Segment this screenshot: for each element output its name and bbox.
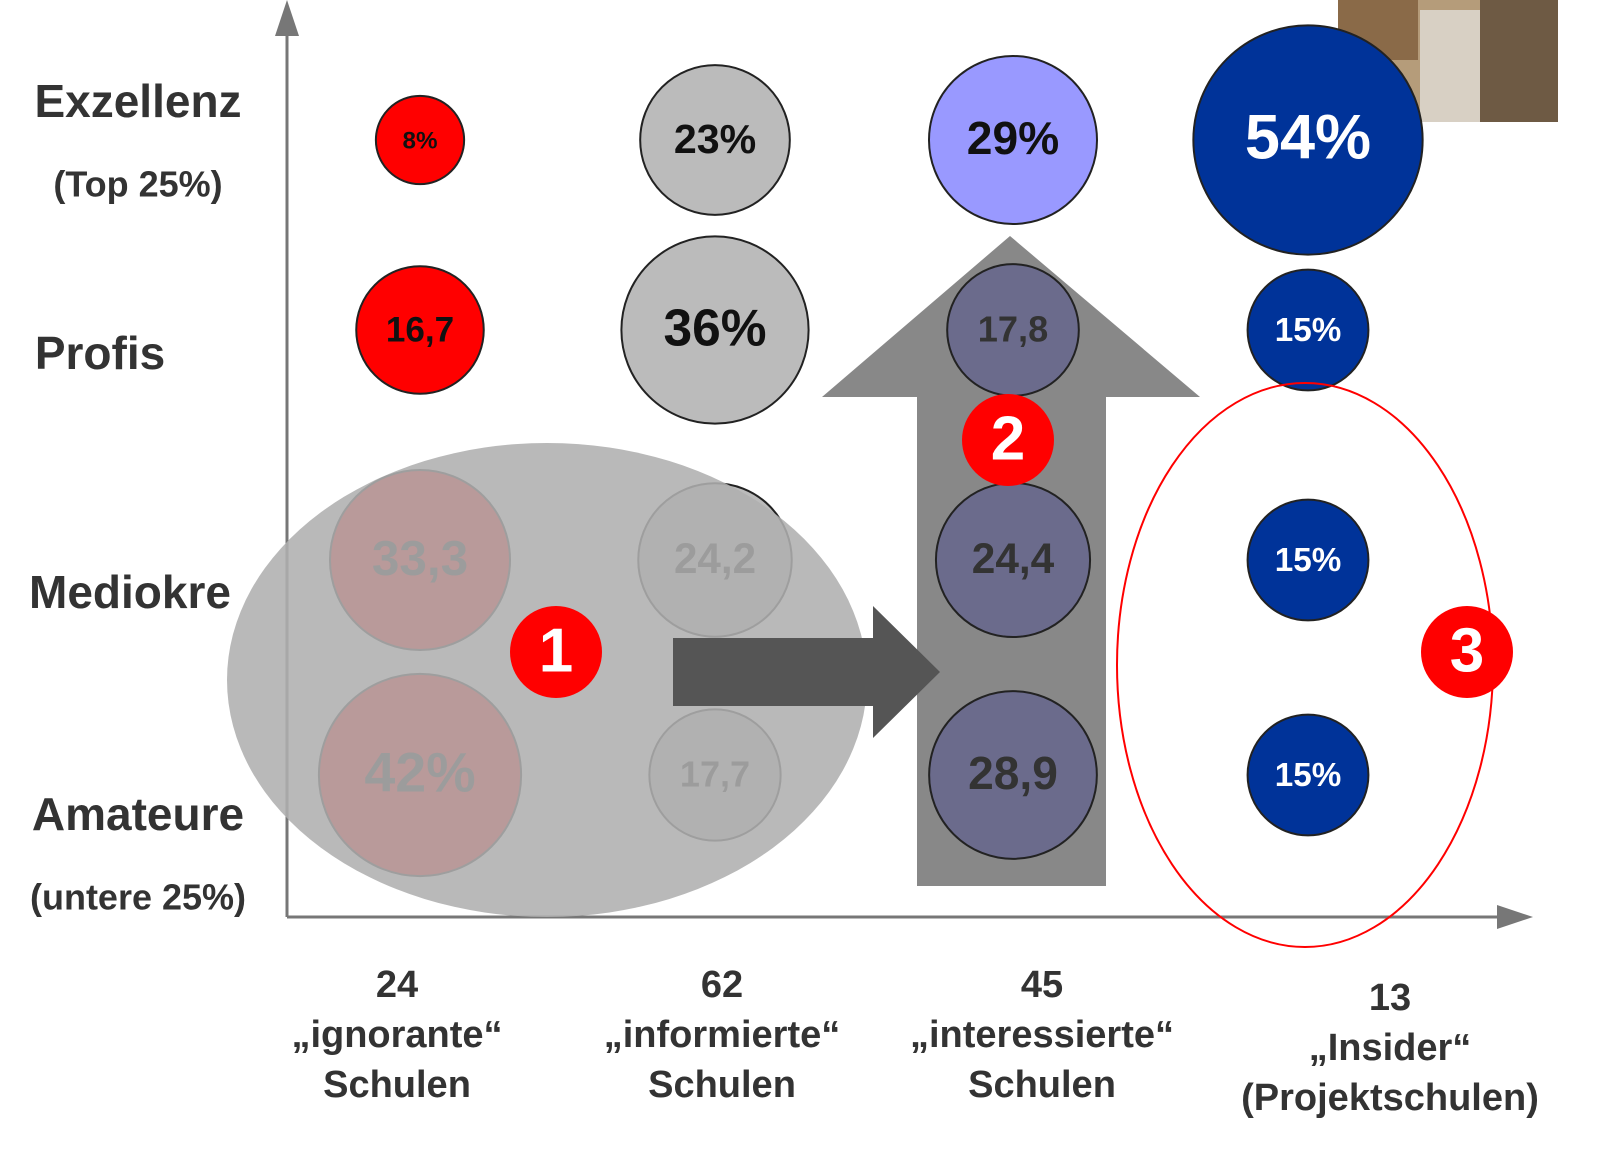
- bubble: [1246, 713, 1370, 837]
- column-sub: Schulen: [323, 1064, 471, 1106]
- bubble-label: 15%: [1275, 312, 1342, 349]
- step-number: 2: [991, 404, 1025, 473]
- bubble: [928, 690, 1098, 860]
- column-sub: (Projektschulen): [1241, 1077, 1539, 1119]
- bubble: [639, 64, 791, 216]
- column-sub: Schulen: [648, 1064, 796, 1106]
- row-label: Profis: [35, 327, 165, 379]
- column-count: 24: [376, 964, 418, 1006]
- column-count: 62: [701, 964, 743, 1006]
- bubble: [620, 235, 810, 425]
- bubble: [374, 94, 466, 186]
- column-name: „informierte“: [604, 1014, 840, 1056]
- bubble-label: 8%: [402, 127, 437, 154]
- step-marker: [962, 394, 1054, 486]
- column-name: „ignorante“: [291, 1014, 502, 1056]
- bubble: [927, 54, 1099, 226]
- column-name: „interessierte“: [910, 1014, 1174, 1056]
- column-name: „Insider“: [1309, 1027, 1472, 1069]
- bubble-label: 29%: [967, 112, 1059, 164]
- bubble: [1246, 498, 1370, 622]
- bubble-label: 15%: [1275, 757, 1342, 794]
- bubble: [1192, 24, 1424, 256]
- bubble: [355, 265, 485, 395]
- row-label: Mediokre: [29, 566, 231, 618]
- row-label: Amateure: [32, 788, 244, 840]
- bubble-label: 16,7: [386, 310, 454, 349]
- step-number: 3: [1450, 616, 1484, 685]
- step-marker: [510, 606, 602, 698]
- row-note: (untere 25%): [30, 877, 246, 918]
- bubble: [1246, 268, 1370, 392]
- column-count: 45: [1021, 964, 1063, 1006]
- bubble-label: 17,8: [978, 309, 1048, 350]
- row-label: Exzellenz: [34, 75, 241, 127]
- bubble-label: 36%: [663, 299, 766, 357]
- step-marker: [1421, 606, 1513, 698]
- column-sub: Schulen: [968, 1064, 1116, 1106]
- bubble-label: 23%: [674, 116, 756, 162]
- bubble-label: 15%: [1275, 542, 1342, 579]
- column-count: 13: [1369, 977, 1411, 1019]
- bubble-label: 24,4: [972, 535, 1055, 582]
- bubble-label: 54%: [1245, 103, 1371, 173]
- right-arrow: [673, 606, 940, 738]
- step-number: 1: [539, 616, 573, 685]
- row-note: (Top 25%): [53, 164, 222, 205]
- bubble-label: 28,9: [968, 747, 1058, 799]
